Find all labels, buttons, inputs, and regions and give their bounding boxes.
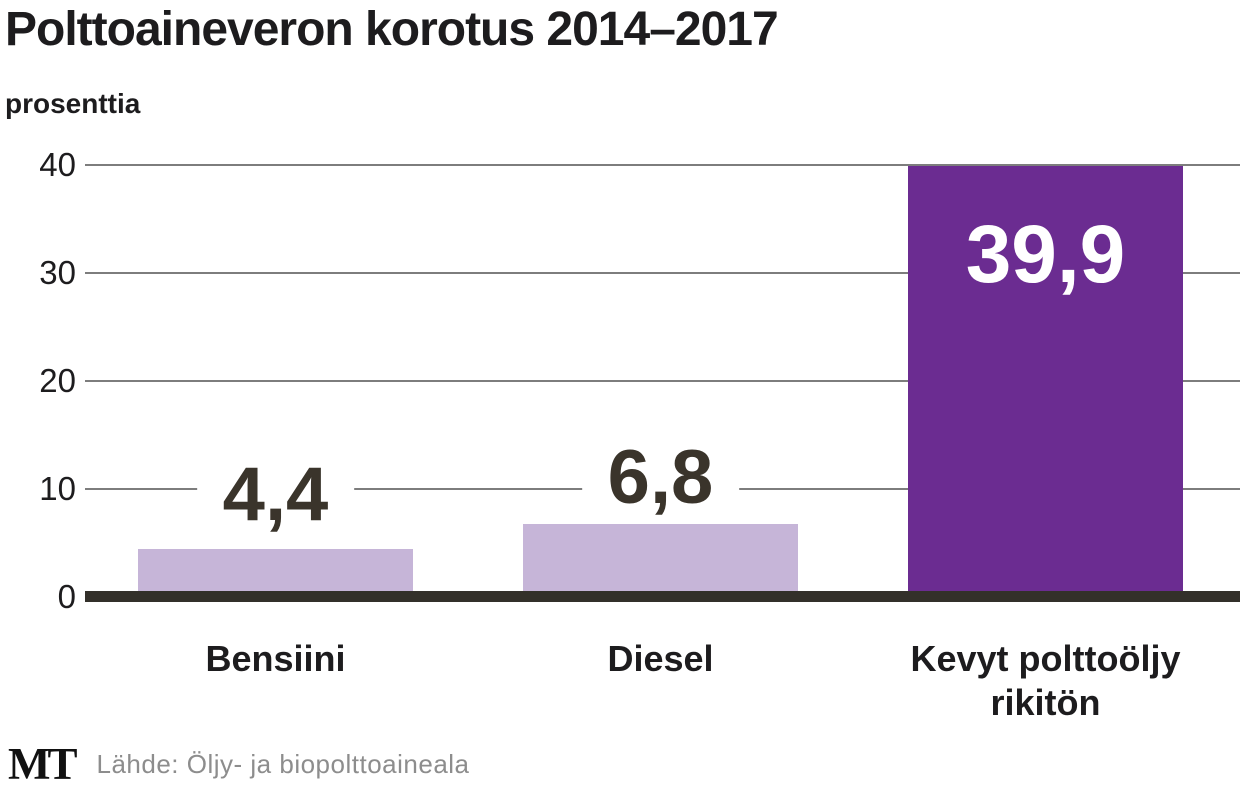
bar-value-label-bensiini: 4,4 — [196, 457, 355, 533]
x-axis-baseline — [85, 591, 1240, 602]
bar-value-label-diesel: 6,8 — [581, 440, 740, 516]
footer: MT Lähde: Öljy- ja biopolttoaineala — [8, 738, 470, 790]
y-axis-unit-label: prosenttia — [5, 88, 141, 119]
y-tick-label-30: 30 — [39, 254, 76, 291]
y-tick-label-10: 10 — [39, 470, 76, 507]
gridline-40 — [85, 164, 1240, 166]
mt-logo: MT — [8, 739, 77, 789]
x-axis-label-kevyt-polttooljy-rikiton: Kevyt polttoöljy rikitön — [910, 638, 1181, 723]
x-axis-label-bensiini: Bensiini — [205, 638, 346, 679]
bar-kevyt-polttooljy-rikiton — [908, 166, 1183, 597]
x-axis-label-diesel: Diesel — [607, 638, 714, 679]
y-tick-label-0: 0 — [57, 578, 76, 615]
gridline-30 — [85, 272, 1240, 274]
source-text: Lähde: Öljy- ja biopolttoaineala — [96, 748, 470, 779]
y-tick-label-40: 40 — [39, 146, 76, 183]
gridline-20 — [85, 380, 1240, 382]
chart-title: Polttoaineveron korotus 2014–2017 — [5, 3, 779, 56]
y-tick-label-20: 20 — [39, 362, 76, 399]
bar-bensiini — [138, 549, 413, 597]
bar-diesel — [523, 523, 798, 597]
bar-value-label-kevyt-polttooljy-rikiton: 39,9 — [965, 209, 1126, 300]
